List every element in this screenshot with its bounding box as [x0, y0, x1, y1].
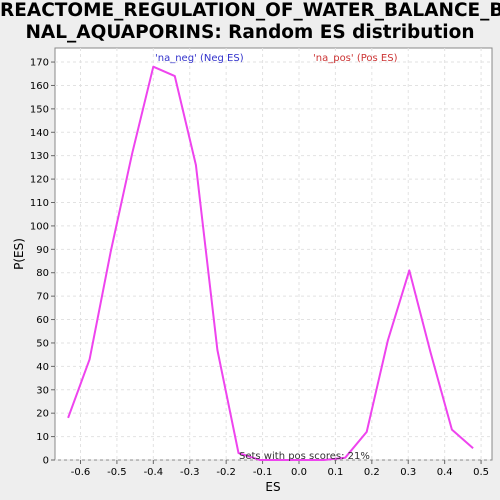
- x-tick-label: 0.3: [400, 467, 416, 478]
- y-tick-label: 150: [30, 104, 49, 115]
- y-tick-label: 90: [36, 245, 49, 256]
- y-tick-label: 80: [36, 268, 49, 279]
- y-axis-label: P(ES): [12, 238, 26, 270]
- x-tick-label: -0.6: [71, 467, 91, 478]
- legend-neg: 'na_neg' (Neg ES): [155, 53, 244, 64]
- grid-lines: [55, 48, 492, 461]
- pos-scores-annotation: Sets with pos scores: 21%: [239, 451, 370, 462]
- x-tick-label: 0.5: [473, 467, 489, 478]
- y-tick-label: 40: [36, 362, 49, 373]
- y-tick-label: 20: [36, 409, 49, 420]
- y-tick-label: 170: [30, 58, 49, 69]
- y-tick-label: 60: [36, 315, 49, 326]
- series-line: [67, 65, 474, 461]
- x-tick-label: -0.2: [216, 467, 236, 478]
- x-tick-label: -0.1: [253, 467, 273, 478]
- y-tick-label: 140: [30, 128, 49, 139]
- x-tick-label: 0.4: [437, 467, 453, 478]
- x-axis-ticks: -0.6 -0.5 -0.4 -0.3 -0.2 -0.1 0.0 0.1 0.2 0.3 0.4 0…: [71, 460, 489, 478]
- x-tick-label: 0.1: [327, 467, 343, 478]
- y-tick-label: 110: [30, 198, 49, 209]
- y-tick-label: 30: [36, 385, 49, 396]
- y-tick-label: 100: [30, 221, 49, 232]
- x-axis-label: ES: [265, 480, 280, 494]
- y-tick-label: 0: [43, 456, 49, 467]
- y-tick-label: 50: [36, 338, 49, 349]
- plot-area: [54, 47, 493, 461]
- y-tick-label: 70: [36, 292, 49, 303]
- legend-pos: 'na_pos' (Pos ES): [313, 53, 398, 64]
- chart-title: REACTOME_REGULATION_OF_WATER_BALANCE_BY_…: [0, 0, 500, 44]
- y-tick-label: 120: [30, 175, 49, 186]
- y-tick-label: 10: [36, 432, 49, 443]
- x-tick-label: -0.4: [144, 467, 164, 478]
- x-tick-label: 0.0: [291, 467, 307, 478]
- chart-title-line-2: NAL_AQUAPORINS: Random ES distribution: [25, 22, 475, 43]
- y-axis-ticks: 0 10 20 30 40 50 60 70 80 90 100 110 120 130 140 150 160…: [30, 58, 55, 467]
- x-tick-label: -0.5: [107, 467, 127, 478]
- y-tick-label: 160: [30, 81, 49, 92]
- y-tick-label: 130: [30, 151, 49, 162]
- chart-title-line-1: REACTOME_REGULATION_OF_WATER_BALANCE_BY_…: [0, 0, 500, 21]
- x-tick-label: 0.2: [364, 467, 380, 478]
- x-tick-label: -0.3: [180, 467, 200, 478]
